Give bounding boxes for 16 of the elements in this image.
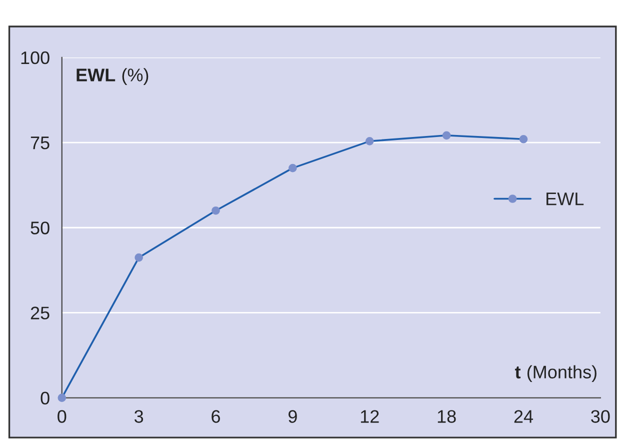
x-axis-title: t (Months) [514, 365, 596, 382]
y-tick-label: 25 [30, 306, 50, 320]
y-axis-title: EWL (%) [76, 68, 148, 85]
x-tick-label: 30 [591, 410, 610, 423]
x-tick-label: 12 [360, 410, 379, 423]
y-tick-label: 50 [30, 222, 50, 234]
x-tick-label: 9 [288, 410, 297, 423]
y-tick-label: 100 [21, 51, 50, 64]
x-tick-label: 0 [58, 410, 66, 423]
x-tick-label: 18 [438, 410, 456, 423]
x-tick-label: 24 [514, 410, 534, 423]
y-tick-label: 0 [40, 392, 50, 405]
y-tick-label: 75 [30, 136, 50, 150]
legend-label: EWL [546, 192, 584, 206]
x-tick-label: 3 [134, 410, 144, 423]
x-tick-label: 6 [212, 410, 220, 423]
